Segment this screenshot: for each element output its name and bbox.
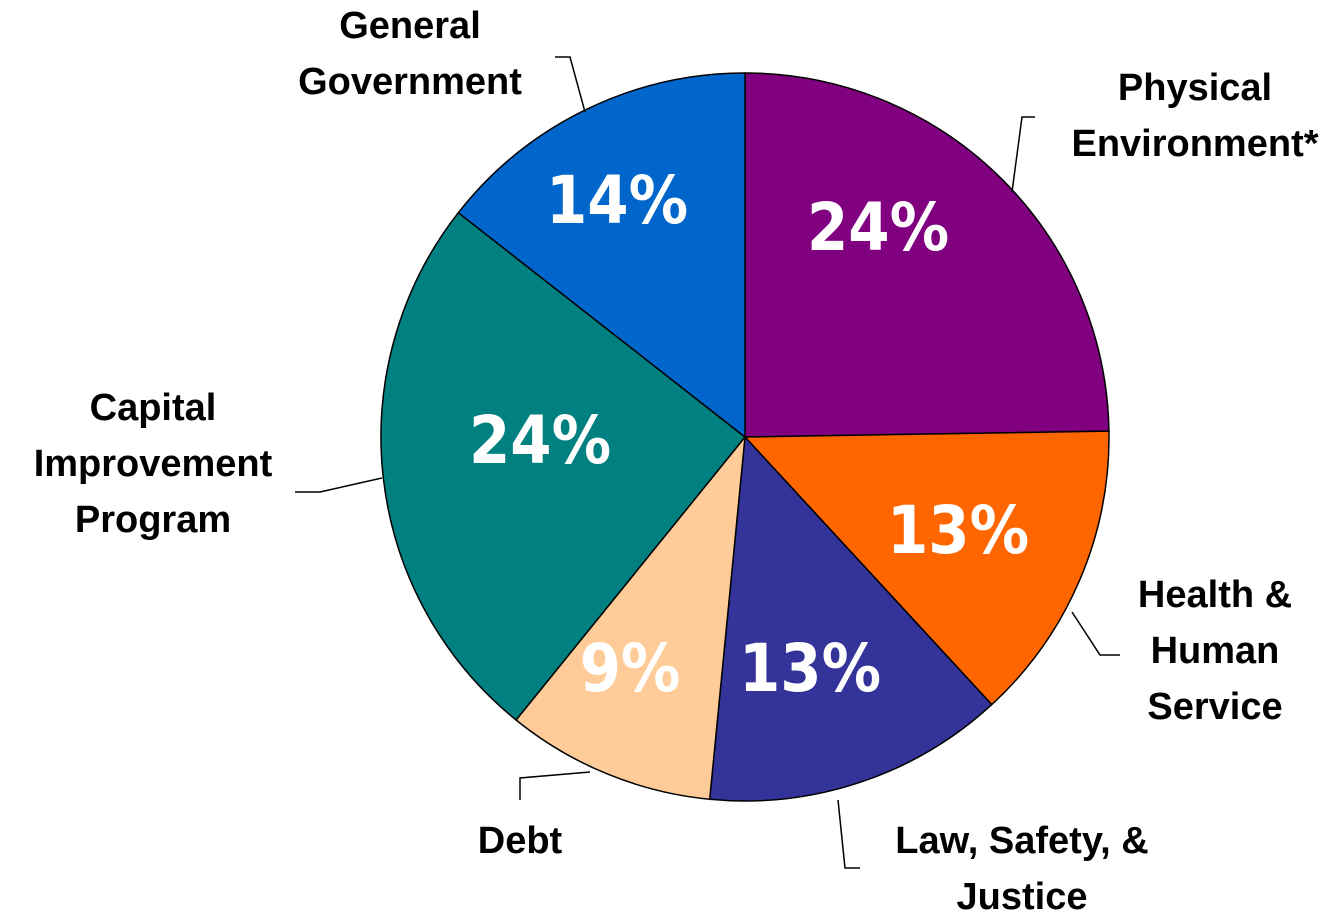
pie-slice xyxy=(708,435,993,802)
value-label: 13% xyxy=(739,630,881,707)
leader-line xyxy=(295,477,383,493)
pie-slice xyxy=(380,211,747,722)
pie-slice xyxy=(743,430,1110,706)
category-label: Capital Improvement Program xyxy=(34,387,273,541)
leader-line xyxy=(1011,116,1035,193)
value-label: 9% xyxy=(580,630,681,707)
leader-line xyxy=(1071,611,1120,656)
leader-line xyxy=(555,56,586,113)
leader-line xyxy=(837,799,860,869)
pie-slice xyxy=(744,72,1110,438)
leader-line xyxy=(519,771,591,800)
category-label: Health & Human Service xyxy=(1138,574,1292,728)
pie-slice xyxy=(457,72,746,439)
value-label: 24% xyxy=(469,402,611,479)
value-label: 24% xyxy=(807,189,949,266)
value-label: 14% xyxy=(546,162,688,239)
category-label: Law, Safety, & Justice xyxy=(895,820,1148,917)
pie-slice xyxy=(515,434,746,801)
category-label: Physical Environment* xyxy=(1071,67,1318,165)
category-label: Debt xyxy=(478,820,563,862)
category-label: General Government xyxy=(298,5,522,103)
value-label: 13% xyxy=(887,492,1029,569)
